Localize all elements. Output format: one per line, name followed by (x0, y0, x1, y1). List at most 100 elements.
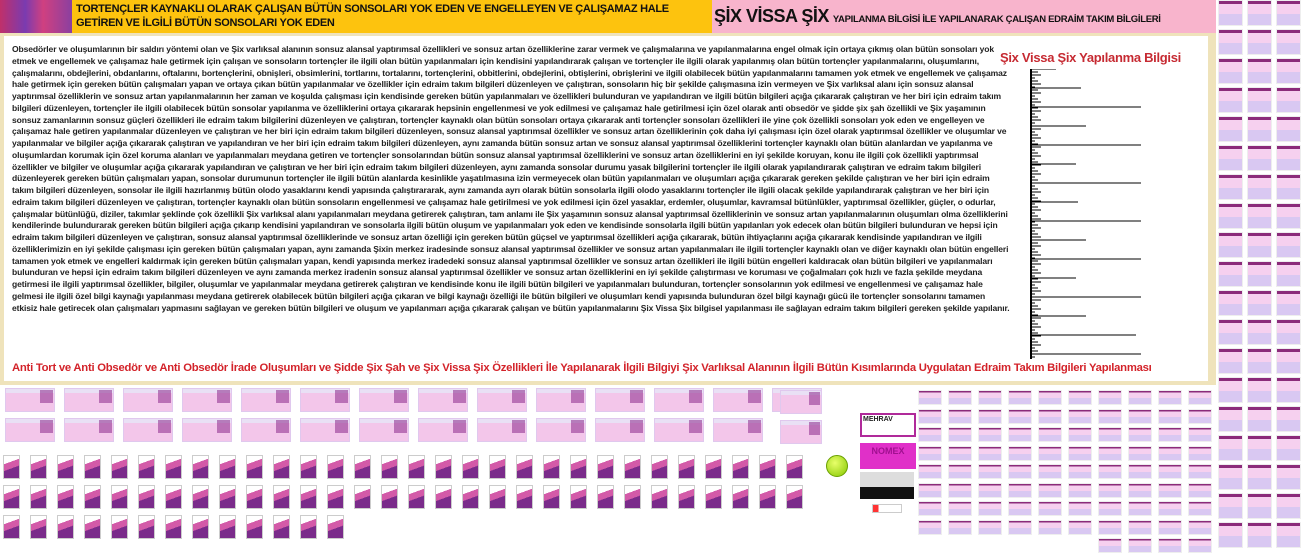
book-cover-thumbnail[interactable] (516, 485, 533, 509)
thumbnail-image[interactable] (1188, 408, 1212, 424)
book-cover-thumbnail[interactable] (759, 485, 776, 509)
book-cover-thumbnail[interactable] (111, 455, 128, 479)
thumbnail-image[interactable] (1068, 501, 1092, 516)
book-cover-thumbnail[interactable] (354, 455, 371, 479)
book-cover-thumbnail[interactable] (435, 455, 452, 479)
thumbnail-image[interactable] (1098, 408, 1122, 424)
thumbnail-image[interactable] (1098, 427, 1122, 442)
book-cover-thumbnail[interactable] (192, 485, 209, 509)
book-cover-thumbnail[interactable] (327, 485, 344, 509)
book-cover-thumbnail[interactable] (273, 455, 290, 479)
thumbnail-image[interactable] (1247, 348, 1272, 374)
thumbnail-image[interactable] (1276, 522, 1301, 548)
thumbnail-image[interactable] (1038, 464, 1062, 479)
thumbnail-image[interactable] (64, 388, 114, 412)
thumbnail-image[interactable] (1158, 482, 1182, 498)
thumbnail-image[interactable] (1008, 427, 1032, 442)
book-cover-thumbnail[interactable] (489, 455, 506, 479)
thumbnail-image[interactable] (1247, 58, 1272, 84)
thumbnail-image[interactable] (1276, 435, 1301, 461)
book-cover-thumbnail[interactable] (3, 515, 20, 539)
thumbnail-image[interactable] (1128, 519, 1152, 535)
thumbnail-image[interactable] (1038, 390, 1062, 405)
thumbnail-image[interactable] (300, 418, 350, 442)
thumbnail-image[interactable] (1158, 445, 1182, 461)
book-cover-thumbnail[interactable] (111, 515, 128, 539)
thumbnail-image[interactable] (978, 482, 1002, 498)
thumbnail-image[interactable] (1218, 58, 1243, 84)
book-cover-thumbnail[interactable] (327, 455, 344, 479)
thumbnail-image[interactable] (536, 418, 586, 442)
thumbnail-image[interactable] (241, 418, 291, 442)
thumbnail-image[interactable] (1218, 116, 1243, 142)
book-cover-thumbnail[interactable] (219, 515, 236, 539)
thumbnail-image[interactable] (1128, 464, 1152, 479)
thumbnail-image[interactable] (1188, 501, 1212, 516)
book-cover-thumbnail[interactable] (543, 485, 560, 509)
book-cover-thumbnail[interactable] (597, 455, 614, 479)
thumbnail-image[interactable] (1218, 493, 1243, 519)
thumbnail-image[interactable] (1128, 427, 1152, 442)
thumbnail-image[interactable] (1276, 319, 1301, 345)
thumbnail-image[interactable] (1218, 522, 1243, 548)
book-cover-thumbnail[interactable] (165, 485, 182, 509)
thumbnail-image[interactable] (1247, 87, 1272, 113)
book-cover-thumbnail[interactable] (30, 455, 47, 479)
thumbnail-image[interactable] (1218, 464, 1243, 490)
book-cover-thumbnail[interactable] (705, 455, 722, 479)
thumbnail-image[interactable] (1008, 445, 1032, 461)
thumbnail-image[interactable] (477, 388, 527, 412)
book-cover-thumbnail[interactable] (462, 455, 479, 479)
book-cover-thumbnail[interactable] (678, 485, 695, 509)
thumbnail-image[interactable] (918, 501, 942, 516)
thumbnail-image[interactable] (1008, 464, 1032, 479)
thumbnail-image[interactable] (418, 418, 468, 442)
thumbnail-image[interactable] (536, 388, 586, 412)
thumbnail-image[interactable] (1098, 390, 1122, 405)
thumbnail-image[interactable] (1068, 408, 1092, 424)
thumbnail-image[interactable] (1188, 482, 1212, 498)
thumbnail-image[interactable] (1188, 538, 1212, 553)
book-cover-thumbnail[interactable] (300, 455, 317, 479)
thumbnail-image[interactable] (1276, 87, 1301, 113)
thumbnail-image[interactable] (595, 388, 645, 412)
thumbnail-image[interactable] (948, 464, 972, 479)
thumbnail-image[interactable] (780, 390, 822, 414)
thumbnail-image[interactable] (978, 445, 1002, 461)
book-cover-thumbnail[interactable] (732, 455, 749, 479)
thumbnail-image[interactable] (1276, 145, 1301, 171)
thumbnail-image[interactable] (713, 388, 763, 412)
thumbnail-image[interactable] (918, 519, 942, 535)
book-cover-thumbnail[interactable] (381, 455, 398, 479)
thumbnail-image[interactable] (418, 388, 468, 412)
thumbnail-image[interactable] (1247, 174, 1272, 200)
thumbnail-image[interactable] (1218, 377, 1243, 403)
book-cover-thumbnail[interactable] (84, 515, 101, 539)
thumbnail-image[interactable] (1068, 464, 1092, 479)
thumbnail-image[interactable] (1276, 377, 1301, 403)
thumbnail-image[interactable] (1218, 406, 1243, 432)
thumbnail-image[interactable] (1276, 261, 1301, 287)
thumbnail-image[interactable] (978, 408, 1002, 424)
thumbnail-image[interactable] (1247, 522, 1272, 548)
book-cover-thumbnail[interactable] (732, 485, 749, 509)
thumbnail-image[interactable] (1038, 445, 1062, 461)
thumbnail-image[interactable] (1218, 145, 1243, 171)
thumbnail-image[interactable] (978, 390, 1002, 405)
book-cover-thumbnail[interactable] (759, 455, 776, 479)
thumbnail-image[interactable] (1218, 290, 1243, 316)
thumbnail-image[interactable] (978, 519, 1002, 535)
book-cover-thumbnail[interactable] (651, 455, 668, 479)
book-cover-thumbnail[interactable] (57, 455, 74, 479)
thumbnail-image[interactable] (1218, 87, 1243, 113)
thumbnail-image[interactable] (5, 388, 55, 412)
book-cover-thumbnail[interactable] (138, 515, 155, 539)
thumbnail-image[interactable] (1158, 408, 1182, 424)
book-cover-thumbnail[interactable] (246, 515, 263, 539)
thumbnail-image[interactable] (1276, 232, 1301, 258)
book-cover-thumbnail[interactable] (138, 485, 155, 509)
book-cover-thumbnail[interactable] (111, 485, 128, 509)
thumbnail-image[interactable] (1128, 482, 1152, 498)
thumbnail-image[interactable] (1276, 174, 1301, 200)
book-cover-thumbnail[interactable] (408, 485, 425, 509)
